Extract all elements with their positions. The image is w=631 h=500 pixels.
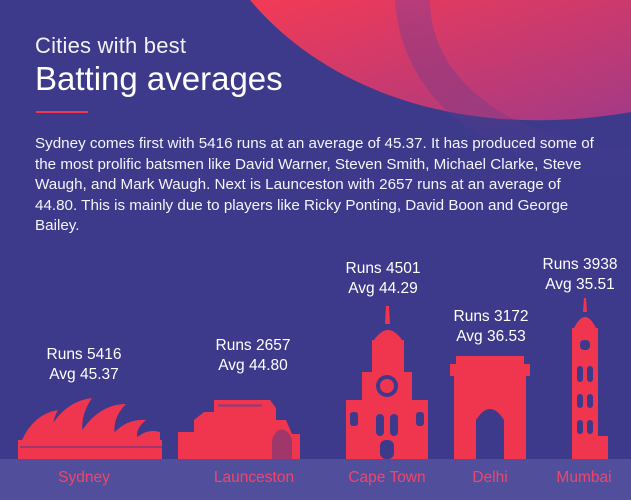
page-title: Batting averages (35, 60, 283, 97)
city-name-cape-town: Cape Town (348, 469, 426, 486)
ground-strip (0, 459, 631, 500)
mumbai-tower-icon (572, 298, 608, 459)
stat-delhi: Runs 3172 Avg 36.53 (431, 307, 551, 347)
intro-paragraph: Sydney comes first with 5416 runs at an … (35, 135, 594, 234)
launceston-building-icon (178, 400, 300, 459)
runs-label: Runs 3938 (542, 256, 618, 273)
avg-label: Avg 35.51 (545, 276, 615, 293)
avg-label: Avg 44.29 (348, 280, 418, 297)
city-name-mumbai: Mumbai (556, 469, 612, 486)
sydney-opera-house-icon (18, 398, 162, 459)
avg-label: Avg 36.53 (456, 328, 526, 345)
page-subtitle: Cities with best (35, 33, 187, 58)
cape-town-clock-tower-icon (346, 306, 428, 459)
runs-label: Runs 5416 (46, 346, 122, 363)
stat-sydney: Runs 5416 Avg 45.37 (24, 345, 144, 385)
avg-label: Avg 44.80 (218, 357, 288, 374)
city-name-delhi: Delhi (472, 469, 508, 486)
city-name-launceston: Launceston (213, 469, 295, 486)
title-underline (36, 111, 88, 113)
runs-label: Runs 2657 (215, 337, 291, 354)
city-name-sydney: Sydney (58, 469, 110, 486)
runs-label: Runs 4501 (345, 260, 421, 277)
india-gate-icon (450, 356, 530, 459)
runs-label: Runs 3172 (453, 308, 529, 325)
stat-launceston: Runs 2657 Avg 44.80 (193, 336, 313, 376)
avg-label: Avg 45.37 (49, 366, 119, 383)
stat-cape-town: Runs 4501 Avg 44.29 (323, 259, 443, 299)
stat-mumbai: Runs 3938 Avg 35.51 (520, 255, 631, 295)
